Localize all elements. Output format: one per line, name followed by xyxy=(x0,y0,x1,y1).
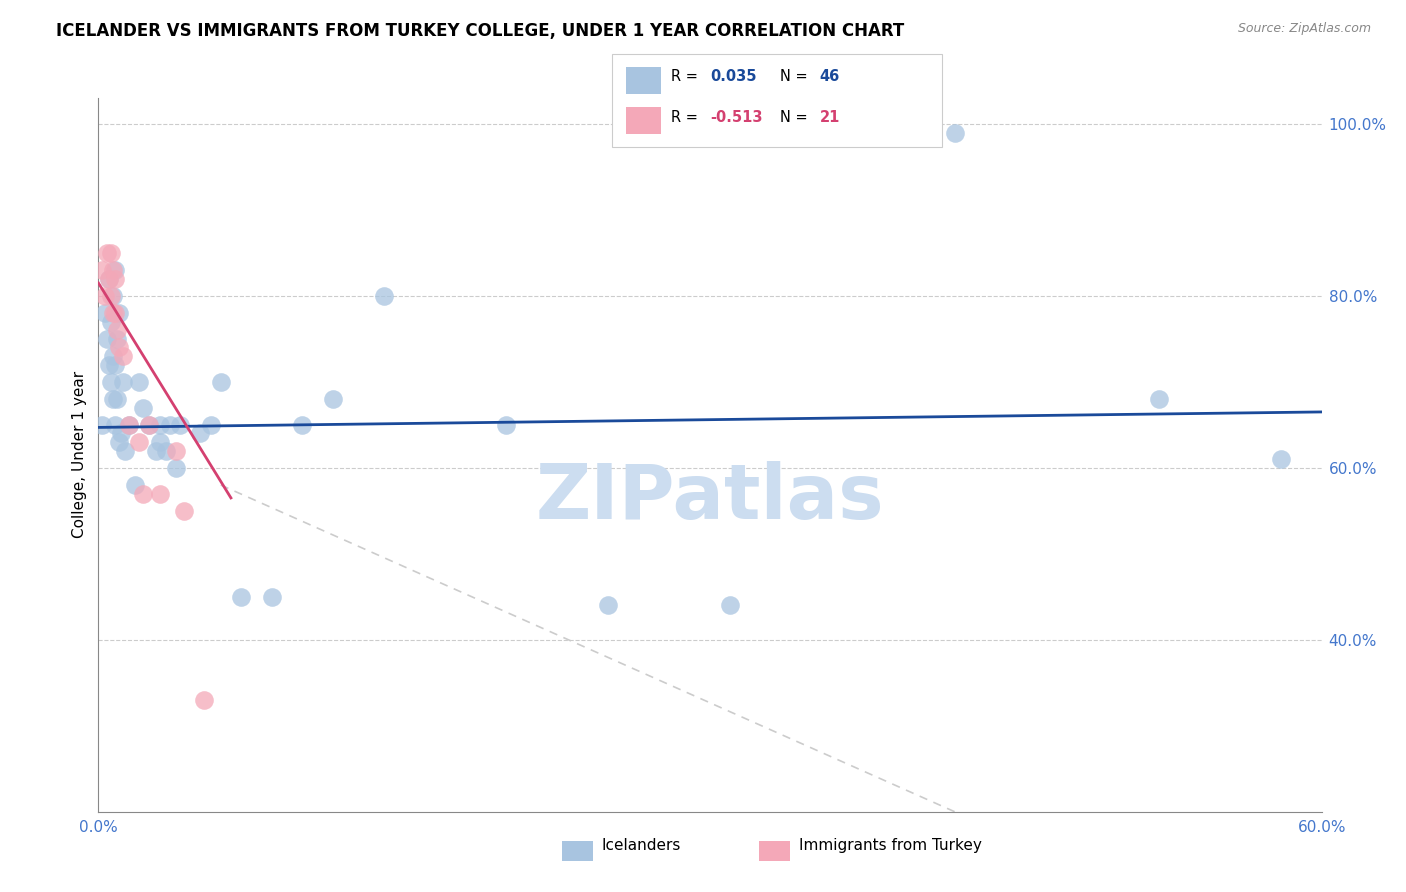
Point xyxy=(100,375,122,389)
Text: Immigrants from Turkey: Immigrants from Turkey xyxy=(799,838,981,854)
Point xyxy=(108,341,131,355)
Point xyxy=(101,306,124,320)
Text: -0.513: -0.513 xyxy=(710,110,762,125)
Point xyxy=(100,245,122,260)
Point xyxy=(101,289,124,303)
Point xyxy=(200,417,222,432)
Point xyxy=(1270,452,1292,467)
Point xyxy=(97,358,120,372)
Point xyxy=(128,435,150,450)
Point xyxy=(110,426,132,441)
Point xyxy=(114,443,136,458)
Point xyxy=(111,349,134,363)
Text: ICELANDER VS IMMIGRANTS FROM TURKEY COLLEGE, UNDER 1 YEAR CORRELATION CHART: ICELANDER VS IMMIGRANTS FROM TURKEY COLL… xyxy=(56,22,904,40)
Point xyxy=(91,263,114,277)
Point xyxy=(149,486,172,500)
Point xyxy=(108,306,131,320)
Point xyxy=(111,375,134,389)
Point xyxy=(260,590,283,604)
Point xyxy=(104,263,127,277)
Point xyxy=(720,599,742,613)
Point xyxy=(138,417,160,432)
Point xyxy=(105,332,128,346)
Text: Icelanders: Icelanders xyxy=(602,838,681,854)
Point xyxy=(128,375,150,389)
Text: N =: N = xyxy=(780,69,813,84)
Text: Source: ZipAtlas.com: Source: ZipAtlas.com xyxy=(1237,22,1371,36)
Point xyxy=(1147,392,1170,406)
Point xyxy=(188,426,212,441)
Text: R =: R = xyxy=(671,69,702,84)
Point xyxy=(159,417,181,432)
Point xyxy=(138,417,160,432)
Point xyxy=(96,332,118,346)
Point xyxy=(97,271,120,285)
Point xyxy=(155,443,177,458)
Point xyxy=(104,417,127,432)
Text: 21: 21 xyxy=(820,110,839,125)
Point xyxy=(93,289,115,303)
Point xyxy=(91,417,114,432)
Text: ZIPatlas: ZIPatlas xyxy=(536,461,884,534)
Point xyxy=(209,375,232,389)
Point xyxy=(118,417,141,432)
Point xyxy=(105,323,128,337)
Point xyxy=(132,486,155,500)
Point xyxy=(97,271,120,285)
Point xyxy=(165,460,187,475)
Point xyxy=(93,306,115,320)
Point xyxy=(231,590,253,604)
Point xyxy=(149,435,172,450)
Point xyxy=(104,306,127,320)
Point xyxy=(100,289,122,303)
Point xyxy=(100,315,122,329)
Point xyxy=(165,443,187,458)
Point xyxy=(124,478,146,492)
Point xyxy=(105,392,128,406)
Point xyxy=(495,417,517,432)
Point xyxy=(149,417,172,432)
Point xyxy=(291,417,314,432)
Point xyxy=(193,693,215,707)
Point xyxy=(96,245,118,260)
Y-axis label: College, Under 1 year: College, Under 1 year xyxy=(72,371,87,539)
Point xyxy=(373,289,395,303)
Point xyxy=(132,401,155,415)
Point xyxy=(101,392,124,406)
Text: R =: R = xyxy=(671,110,702,125)
Text: 46: 46 xyxy=(820,69,839,84)
Point xyxy=(145,443,167,458)
Point xyxy=(104,358,127,372)
Point xyxy=(598,599,620,613)
Text: N =: N = xyxy=(780,110,813,125)
Point xyxy=(173,504,195,518)
Point xyxy=(943,126,966,140)
Point xyxy=(108,435,131,450)
Point xyxy=(101,349,124,363)
Point xyxy=(322,392,344,406)
Point xyxy=(118,417,141,432)
Text: 0.035: 0.035 xyxy=(710,69,756,84)
Point xyxy=(104,271,127,285)
Point xyxy=(169,417,191,432)
Point xyxy=(101,263,124,277)
